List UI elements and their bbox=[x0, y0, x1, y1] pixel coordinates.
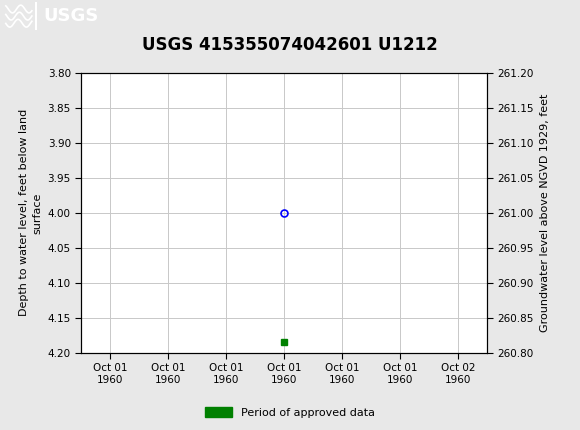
Y-axis label: Depth to water level, feet below land
surface: Depth to water level, feet below land su… bbox=[19, 109, 42, 316]
Text: USGS: USGS bbox=[44, 7, 99, 25]
Y-axis label: Groundwater level above NGVD 1929, feet: Groundwater level above NGVD 1929, feet bbox=[539, 94, 550, 332]
Legend: Period of approved data: Period of approved data bbox=[200, 403, 380, 422]
Text: USGS 415355074042601 U1212: USGS 415355074042601 U1212 bbox=[142, 36, 438, 54]
